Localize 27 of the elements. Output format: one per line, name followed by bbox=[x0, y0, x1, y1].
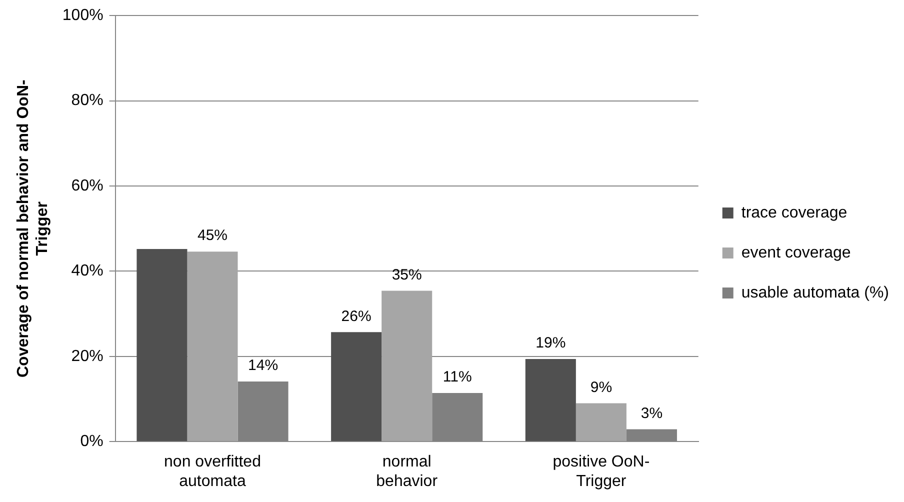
data-label: 19% bbox=[536, 334, 566, 352]
legend-label: usable automata (%) bbox=[741, 284, 890, 302]
y-tick-label: 20% bbox=[71, 348, 104, 365]
data-label: 45% bbox=[197, 227, 228, 244]
data-label: 3% bbox=[640, 404, 663, 422]
data-label: 26% bbox=[341, 308, 372, 325]
data-label: 9% bbox=[590, 378, 612, 396]
y-tick-label: 100% bbox=[62, 7, 104, 24]
y-tick-label: 40% bbox=[71, 262, 104, 280]
legend-label: trace coverage bbox=[741, 204, 848, 222]
data-label: 35% bbox=[392, 266, 422, 284]
bar bbox=[331, 332, 382, 442]
y-tick-label: 0% bbox=[80, 433, 104, 450]
bar bbox=[187, 252, 238, 442]
y-axis-title: Coverage of normal behavior and OoN-Trigger bbox=[15, 80, 52, 378]
data-label: 14% bbox=[248, 357, 278, 374]
bar bbox=[525, 358, 576, 442]
x-tick-label: non overfitted automata bbox=[164, 454, 261, 490]
x-tick-label: normal behavior bbox=[376, 454, 438, 490]
bar bbox=[576, 403, 626, 442]
data-label: 11% bbox=[442, 368, 472, 386]
legend-label: event coverage bbox=[741, 244, 851, 262]
bar bbox=[136, 249, 188, 442]
bar bbox=[382, 290, 432, 442]
x-tick-label: positive OoN-Trigger bbox=[552, 454, 650, 490]
y-tick-label: 60% bbox=[71, 177, 104, 194]
y-tick-label: 80% bbox=[71, 92, 104, 110]
